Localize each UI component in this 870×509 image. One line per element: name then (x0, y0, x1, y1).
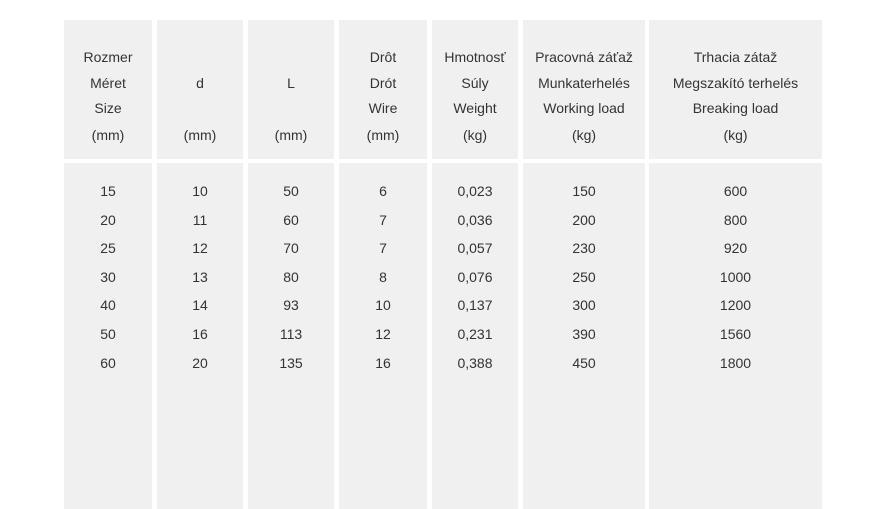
table-cell: 1560 (719, 326, 752, 342)
table-cell: 16 (192, 326, 208, 342)
table-cell: 390 (572, 326, 596, 342)
table-cell: 16 (375, 354, 391, 371)
body-column: 0,023 0,036 0,057 0,076 0,137 0,231 0,388 (432, 163, 518, 509)
header-label: (mm) (91, 127, 125, 143)
header-label: Trhacia zátaž (693, 49, 778, 65)
table-cell: 20 (192, 354, 208, 371)
table-cell: 7 (379, 211, 387, 228)
table-cell: 20 (100, 211, 116, 228)
table-cell: 1200 (719, 297, 752, 314)
header-label: (kg) (462, 127, 488, 143)
body-column: 15 20 25 30 40 50 60 (64, 163, 152, 509)
header-label: (mm) (183, 127, 217, 143)
table-cell: 135 (279, 354, 303, 371)
table-cell: 40 (100, 297, 116, 314)
table-cell: 800 (723, 211, 748, 228)
table-cell: 230 (572, 240, 596, 257)
header-cell: Drôt Drót Wire (mm) (339, 20, 427, 159)
table-cell: 50 (100, 326, 116, 342)
header-label: Súly (461, 75, 489, 91)
header-label: Working load (543, 100, 625, 116)
header-label: Breaking load (692, 100, 779, 116)
table-cell: 600 (723, 183, 748, 199)
header-label: (mm) (274, 127, 308, 143)
table-cell: 70 (283, 240, 299, 257)
table-cell: 0,036 (457, 211, 493, 228)
table-cell: 0,388 (457, 354, 493, 371)
table-cell: 6 (379, 183, 387, 199)
table-cell: 12 (192, 240, 208, 257)
body-column: 50 60 70 80 93 113 135 (248, 163, 334, 509)
table-cell: 0,137 (457, 297, 493, 314)
header-cell: L (mm) (248, 20, 334, 159)
table-cell: 11 (192, 211, 208, 228)
table-cell: 14 (192, 297, 208, 314)
body-column: 6 7 7 8 10 12 16 (339, 163, 427, 509)
table-cell: 150 (572, 183, 596, 199)
header-label: Weight (453, 100, 497, 116)
header-cell: Trhacia zátaž Megszakító terhelés Breaking… (649, 20, 822, 159)
table-cell: 10 (192, 183, 208, 199)
table-cell: 50 (283, 183, 299, 199)
table-cell: 80 (283, 268, 299, 285)
table-cell: 93 (283, 297, 299, 314)
header-label: Size (94, 100, 122, 116)
table-cell: 300 (572, 297, 596, 314)
header-label: Hmotnosť (444, 49, 506, 65)
table-cell: 250 (572, 268, 596, 285)
table-cell: 13 (192, 268, 208, 285)
header-cell: Rozmer Méret Size (mm) (64, 20, 152, 159)
header-label: Drôt (369, 49, 397, 65)
header-label: (kg) (571, 127, 597, 143)
table-cell: 920 (723, 240, 748, 257)
table-cell: 10 (375, 297, 391, 314)
table-cell: 8 (379, 268, 387, 285)
table-cell: 1800 (719, 354, 752, 371)
table-cell: 12 (375, 326, 391, 342)
body-column: 600 800 920 1000 1200 1560 1800 (649, 163, 822, 509)
header-label: d (196, 75, 204, 91)
header-label: L (287, 75, 295, 91)
table-cell: 200 (572, 211, 596, 228)
header-label: Wire (368, 100, 398, 116)
table-cell: 25 (100, 240, 116, 257)
header-cell: Pracovná záťaž Munkaterhelés Working load (… (523, 20, 645, 159)
table-cell: 0,023 (457, 183, 493, 199)
header-label: Rozmer (83, 49, 133, 65)
header-label: (kg) (723, 127, 748, 143)
table-cell: 1000 (719, 268, 752, 285)
header-label: Munkaterhelés (538, 75, 630, 91)
header-label: Méret (90, 75, 126, 91)
table-cell: 113 (279, 326, 303, 342)
body-column: 150 200 230 250 300 390 450 (523, 163, 645, 509)
table-cell: 30 (100, 268, 116, 285)
header-cell: d (mm) (157, 20, 243, 159)
body-column: 10 11 12 13 14 16 20 (157, 163, 243, 509)
table-cell: 60 (100, 354, 116, 371)
header-label: (mm) (366, 127, 400, 143)
header-label: Megszakító terhelés (672, 75, 799, 91)
table-cell: 0,076 (457, 268, 493, 285)
table-cell: 15 (100, 183, 116, 199)
header-label: Pracovná záťaž (535, 49, 633, 65)
table-cell: 7 (379, 240, 387, 257)
header-cell: Hmotnosť Súly Weight (kg) (432, 20, 518, 159)
table-cell: 0,231 (457, 326, 493, 342)
table-cell: 60 (283, 211, 299, 228)
header-label: Drót (369, 75, 397, 91)
table-cell: 0,057 (457, 240, 493, 257)
table-cell: 450 (572, 354, 596, 371)
